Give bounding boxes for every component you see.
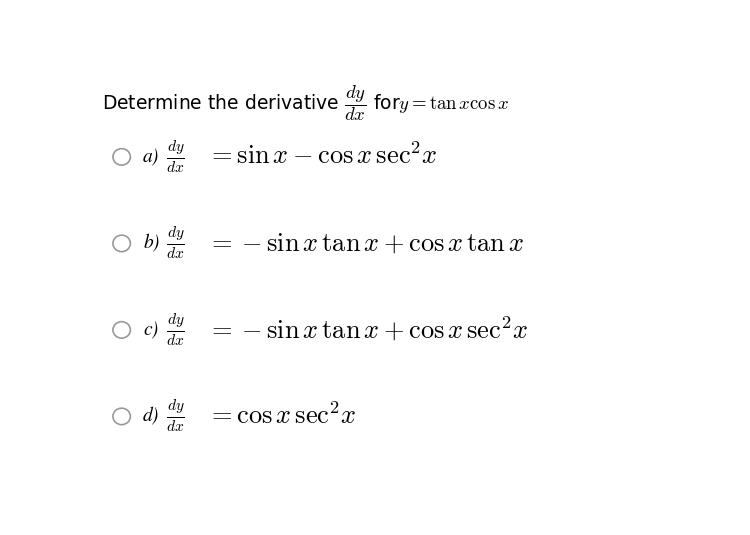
Text: b): b) <box>143 234 160 253</box>
Text: Determine the derivative $\dfrac{dy}{dx}$ for$y = \tan x \cos x$: Determine the derivative $\dfrac{dy}{dx}… <box>103 83 510 123</box>
Text: $\frac{dy}{dx}$: $\frac{dy}{dx}$ <box>166 312 185 348</box>
Text: $= -\sin x\,\tan x + \cos x\,\tan x$: $= -\sin x\,\tan x + \cos x\,\tan x$ <box>207 231 524 256</box>
Text: $= \sin x - \cos x\,\mathrm{sec}^2 x$: $= \sin x - \cos x\,\mathrm{sec}^2 x$ <box>207 143 438 170</box>
Text: d): d) <box>143 407 160 426</box>
Text: $\frac{dy}{dx}$: $\frac{dy}{dx}$ <box>166 225 185 262</box>
Text: a): a) <box>143 148 160 166</box>
Text: Determine the derivative: Determine the derivative <box>0 534 1 535</box>
Text: $= -\sin x\,\tan x + \cos x\,\mathrm{sec}^2 x$: $= -\sin x\,\tan x + \cos x\,\mathrm{sec… <box>207 316 528 344</box>
Text: Determine the derivative: Determine the derivative <box>103 83 344 102</box>
Text: $= \cos x\,\mathrm{sec}^2 x$: $= \cos x\,\mathrm{sec}^2 x$ <box>207 403 356 430</box>
Text: $\frac{dy}{dx}$: $\frac{dy}{dx}$ <box>166 139 185 175</box>
Text: c): c) <box>143 320 158 339</box>
Text: $\frac{dy}{dx}$: $\frac{dy}{dx}$ <box>166 399 185 434</box>
